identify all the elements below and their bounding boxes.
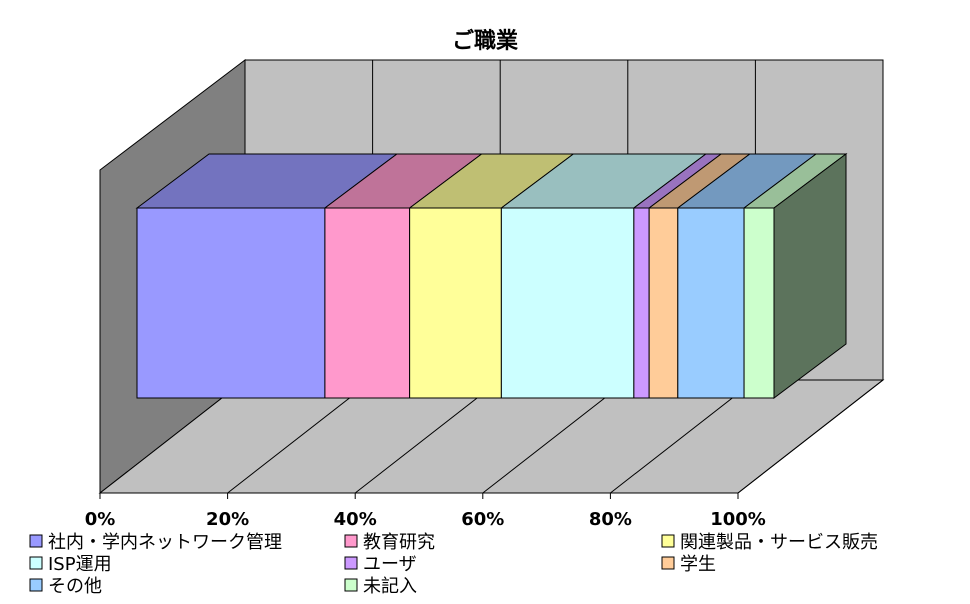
x-axis-ticks: 0% 20% 40% 60% 80% 100% [85, 493, 766, 530]
legend-label: 未記入 [363, 576, 417, 597]
bar-segment [500, 207, 635, 399]
bar-segment [677, 207, 745, 399]
legend-label: ユーザ [363, 554, 417, 575]
bar-segment [324, 207, 411, 399]
bar-segment [743, 207, 775, 399]
x-tick-label: 0% [85, 509, 116, 530]
x-tick-label: 40% [334, 509, 377, 530]
legend-swatch [344, 578, 358, 592]
legend-swatch [29, 578, 43, 592]
legend-label: 社内・学内ネットワーク管理 [48, 532, 282, 553]
legend-label: その他 [48, 576, 102, 597]
legend-swatch [661, 534, 675, 548]
x-tick-label: 100% [710, 509, 766, 530]
bar-segment [136, 207, 326, 399]
legend-swatch [29, 556, 43, 570]
floor-gridline [354, 379, 501, 494]
legend-label: ISP運用 [48, 554, 112, 575]
legend-swatch [344, 534, 358, 548]
legend-label: 学生 [680, 554, 716, 575]
legend-label: 教育研究 [363, 532, 435, 553]
bar-segment [633, 207, 650, 399]
legend-label: 関連製品・サービス販売 [680, 532, 878, 553]
bar-segment [409, 207, 502, 399]
floor-gridline [737, 379, 884, 494]
x-tick-label: 80% [589, 509, 632, 530]
legend-swatch [344, 556, 358, 570]
floor-gridline [227, 379, 373, 494]
bar-segment [648, 207, 679, 399]
x-tick-label: 20% [206, 509, 249, 530]
floor-gridline [610, 379, 756, 494]
legend: 社内・学内ネットワーク管理 教育研究 関連製品・サービス販売 ISP運用 ユーザ 学生その… [29, 532, 878, 597]
floor-gridline [482, 379, 629, 494]
legend-swatch [661, 556, 675, 570]
x-tick-label: 60% [461, 509, 504, 530]
chart-title: ご職業 [452, 28, 519, 54]
bar-segments [135, 153, 848, 399]
legend-swatch [29, 534, 43, 548]
